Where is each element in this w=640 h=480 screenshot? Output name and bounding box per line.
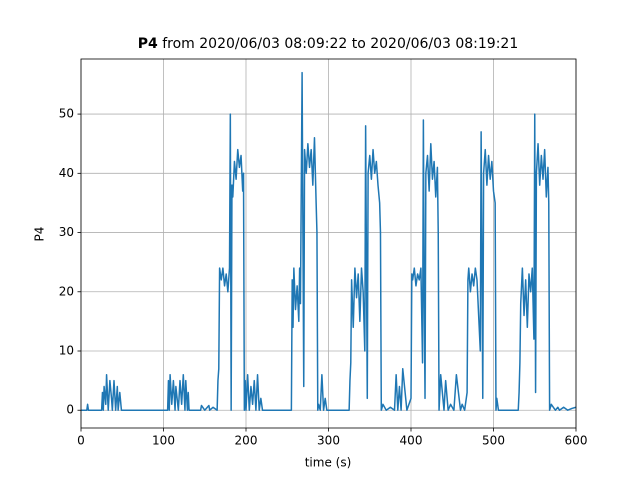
y-tick-label: 30	[59, 225, 74, 239]
x-tick-label: 600	[565, 434, 588, 448]
chart-title: P4 from 2020/06/03 08:09:22 to 2020/06/0…	[138, 36, 519, 52]
x-tick-label: 300	[317, 434, 340, 448]
title-rest: from 2020/06/03 08:09:22 to 2020/06/03 0…	[162, 36, 518, 52]
x-axis-label: time (s)	[305, 456, 352, 470]
y-tick-label: 50	[59, 107, 74, 121]
x-tick-label: 500	[482, 434, 505, 448]
y-tick-label: 20	[59, 284, 74, 298]
y-tick-label: 10	[59, 344, 74, 358]
x-tick-label: 100	[152, 434, 175, 448]
y-axis-label: P4	[33, 227, 47, 242]
title-bold: P4	[138, 36, 158, 52]
plot-frame	[80, 58, 577, 429]
y-tick-label: 0	[66, 403, 74, 417]
y-tick-label: 40	[59, 166, 74, 180]
x-tick-label: 200	[235, 434, 258, 448]
x-tick-label: 0	[77, 434, 85, 448]
x-tick-label: 400	[400, 434, 423, 448]
data-line	[81, 71, 577, 411]
